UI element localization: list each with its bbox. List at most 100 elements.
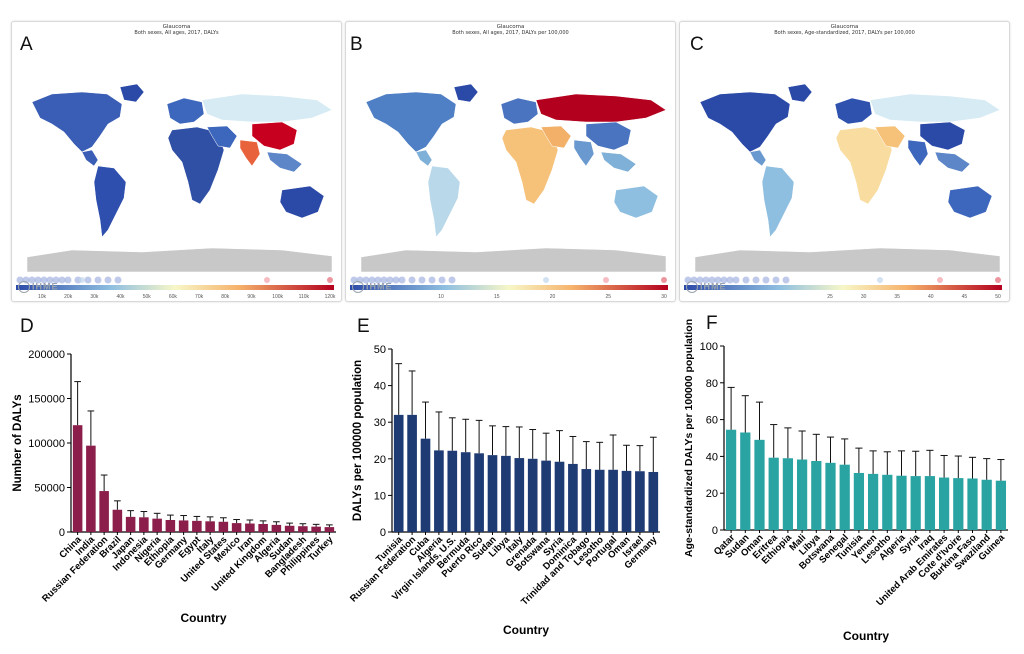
legend-dot (448, 276, 456, 284)
panel-letter-a: A (20, 34, 33, 55)
y-tick-label: 40 (706, 451, 718, 463)
legend-tick-label: 80k (221, 294, 230, 300)
y-tick-label: 20 (374, 454, 386, 466)
legend-tick-label: 30 (661, 294, 667, 300)
bar (139, 517, 149, 532)
bar (258, 523, 268, 532)
world-map: 10 15 20 25 30 (350, 83, 668, 300)
legend-tick-label: 70k (195, 294, 204, 300)
bar-chart-dalys: 050000100000150000200000ChinaIndiaRussia… (12, 349, 336, 625)
region-russia (201, 93, 333, 123)
bar (541, 460, 551, 532)
region-south-america (93, 165, 127, 238)
bar (981, 479, 992, 530)
legend-tick-label: 20 (550, 294, 556, 300)
y-axis-title: DALYs per 100000 population (352, 360, 364, 521)
legend-dots (350, 276, 667, 284)
legend-dot (428, 276, 436, 284)
bar (527, 458, 538, 532)
panel-letter-e: E (357, 316, 370, 337)
x-axis-title: Country (181, 611, 227, 625)
bar (218, 521, 229, 532)
legend-dot (34, 276, 42, 284)
legend-colorbar (16, 285, 334, 290)
legend-tick-label: 110k (299, 294, 310, 300)
legend-tick-label: 30 (861, 294, 867, 300)
bar (924, 476, 936, 530)
legend-dot (94, 276, 102, 284)
legend-dot (362, 276, 370, 284)
y-axis-title: Number of DALYs (12, 394, 24, 491)
map-subtitle: Both sexes, All ages, 2017, DALYs (134, 30, 219, 36)
bar (112, 509, 123, 532)
region-antarctica (360, 247, 667, 273)
bar (621, 470, 632, 532)
bar (568, 463, 578, 532)
bar (311, 526, 321, 532)
panel-letter-c: C (690, 34, 704, 55)
legend-tick-label: 30k (90, 294, 99, 300)
region-antarctica (26, 247, 333, 273)
region-australia (279, 185, 325, 219)
bar (896, 475, 907, 530)
bar (882, 474, 893, 530)
legend-dot (104, 276, 112, 284)
legend-dot (752, 276, 760, 284)
bar (635, 471, 645, 532)
y-tick-label: 0 (59, 527, 65, 539)
bar (501, 455, 511, 532)
bar (245, 523, 255, 532)
bar (420, 438, 431, 532)
legend-dot (438, 276, 446, 284)
bar (594, 469, 605, 532)
legend-tick-label: 45 (962, 294, 968, 300)
map-subtitle: Both sexes, All ages, 2017, DALYs per 10… (452, 30, 569, 36)
legend-tick-label: 40 (928, 294, 934, 300)
y-tick-label: 10 (374, 490, 386, 502)
region-central-america (749, 149, 767, 167)
legend-dot (64, 276, 72, 284)
world-map: 10k 20k 30k 40k 50k 60k 70k 80k 90k 100k 110k 120k (16, 83, 336, 300)
region-middle-east (206, 125, 238, 149)
legend-tick-label: 20k (64, 294, 73, 300)
legend-dot (726, 276, 734, 284)
legend-dot (52, 276, 60, 284)
legend-dot (782, 276, 790, 284)
map-title: Glaucoma (830, 24, 859, 30)
region-middle-east (874, 125, 906, 149)
region-china (919, 121, 966, 151)
legend-dot (708, 276, 716, 284)
panel-letter-b: B (350, 34, 363, 55)
legend-dot (762, 276, 770, 284)
legend-dot (264, 277, 270, 283)
legend-dot (418, 276, 426, 284)
map-panel-c: Glaucoma Both sexes, Age-standardized, 2… (679, 21, 1010, 302)
bar (284, 525, 295, 532)
legend-dot (46, 276, 54, 284)
y-tick-label: 20 (706, 488, 718, 500)
legend-dot (40, 276, 48, 284)
bar (608, 469, 618, 532)
bar (434, 450, 444, 532)
world-map: 25 30 35 40 45 50 (684, 83, 1002, 300)
legend-tick-label: 90k (247, 294, 256, 300)
bar-chart-age-standardized: 020406080100QatarSudanOmanEritreaEthiopi… (683, 319, 1008, 643)
legend-dot (661, 277, 667, 283)
region-europe (166, 97, 205, 125)
legend-dot (543, 277, 549, 283)
bar (581, 469, 592, 532)
bar (514, 458, 525, 532)
region-middle-east (540, 125, 572, 149)
legend-dot (732, 276, 740, 284)
legend-dot (380, 276, 388, 284)
region-europe (500, 97, 539, 125)
bar (554, 461, 565, 532)
region-india (907, 139, 929, 167)
map-land (360, 83, 667, 273)
legend-dot (720, 276, 728, 284)
legend-dot (877, 277, 883, 283)
bar (487, 455, 498, 532)
region-china (251, 121, 298, 151)
bar (125, 516, 136, 532)
